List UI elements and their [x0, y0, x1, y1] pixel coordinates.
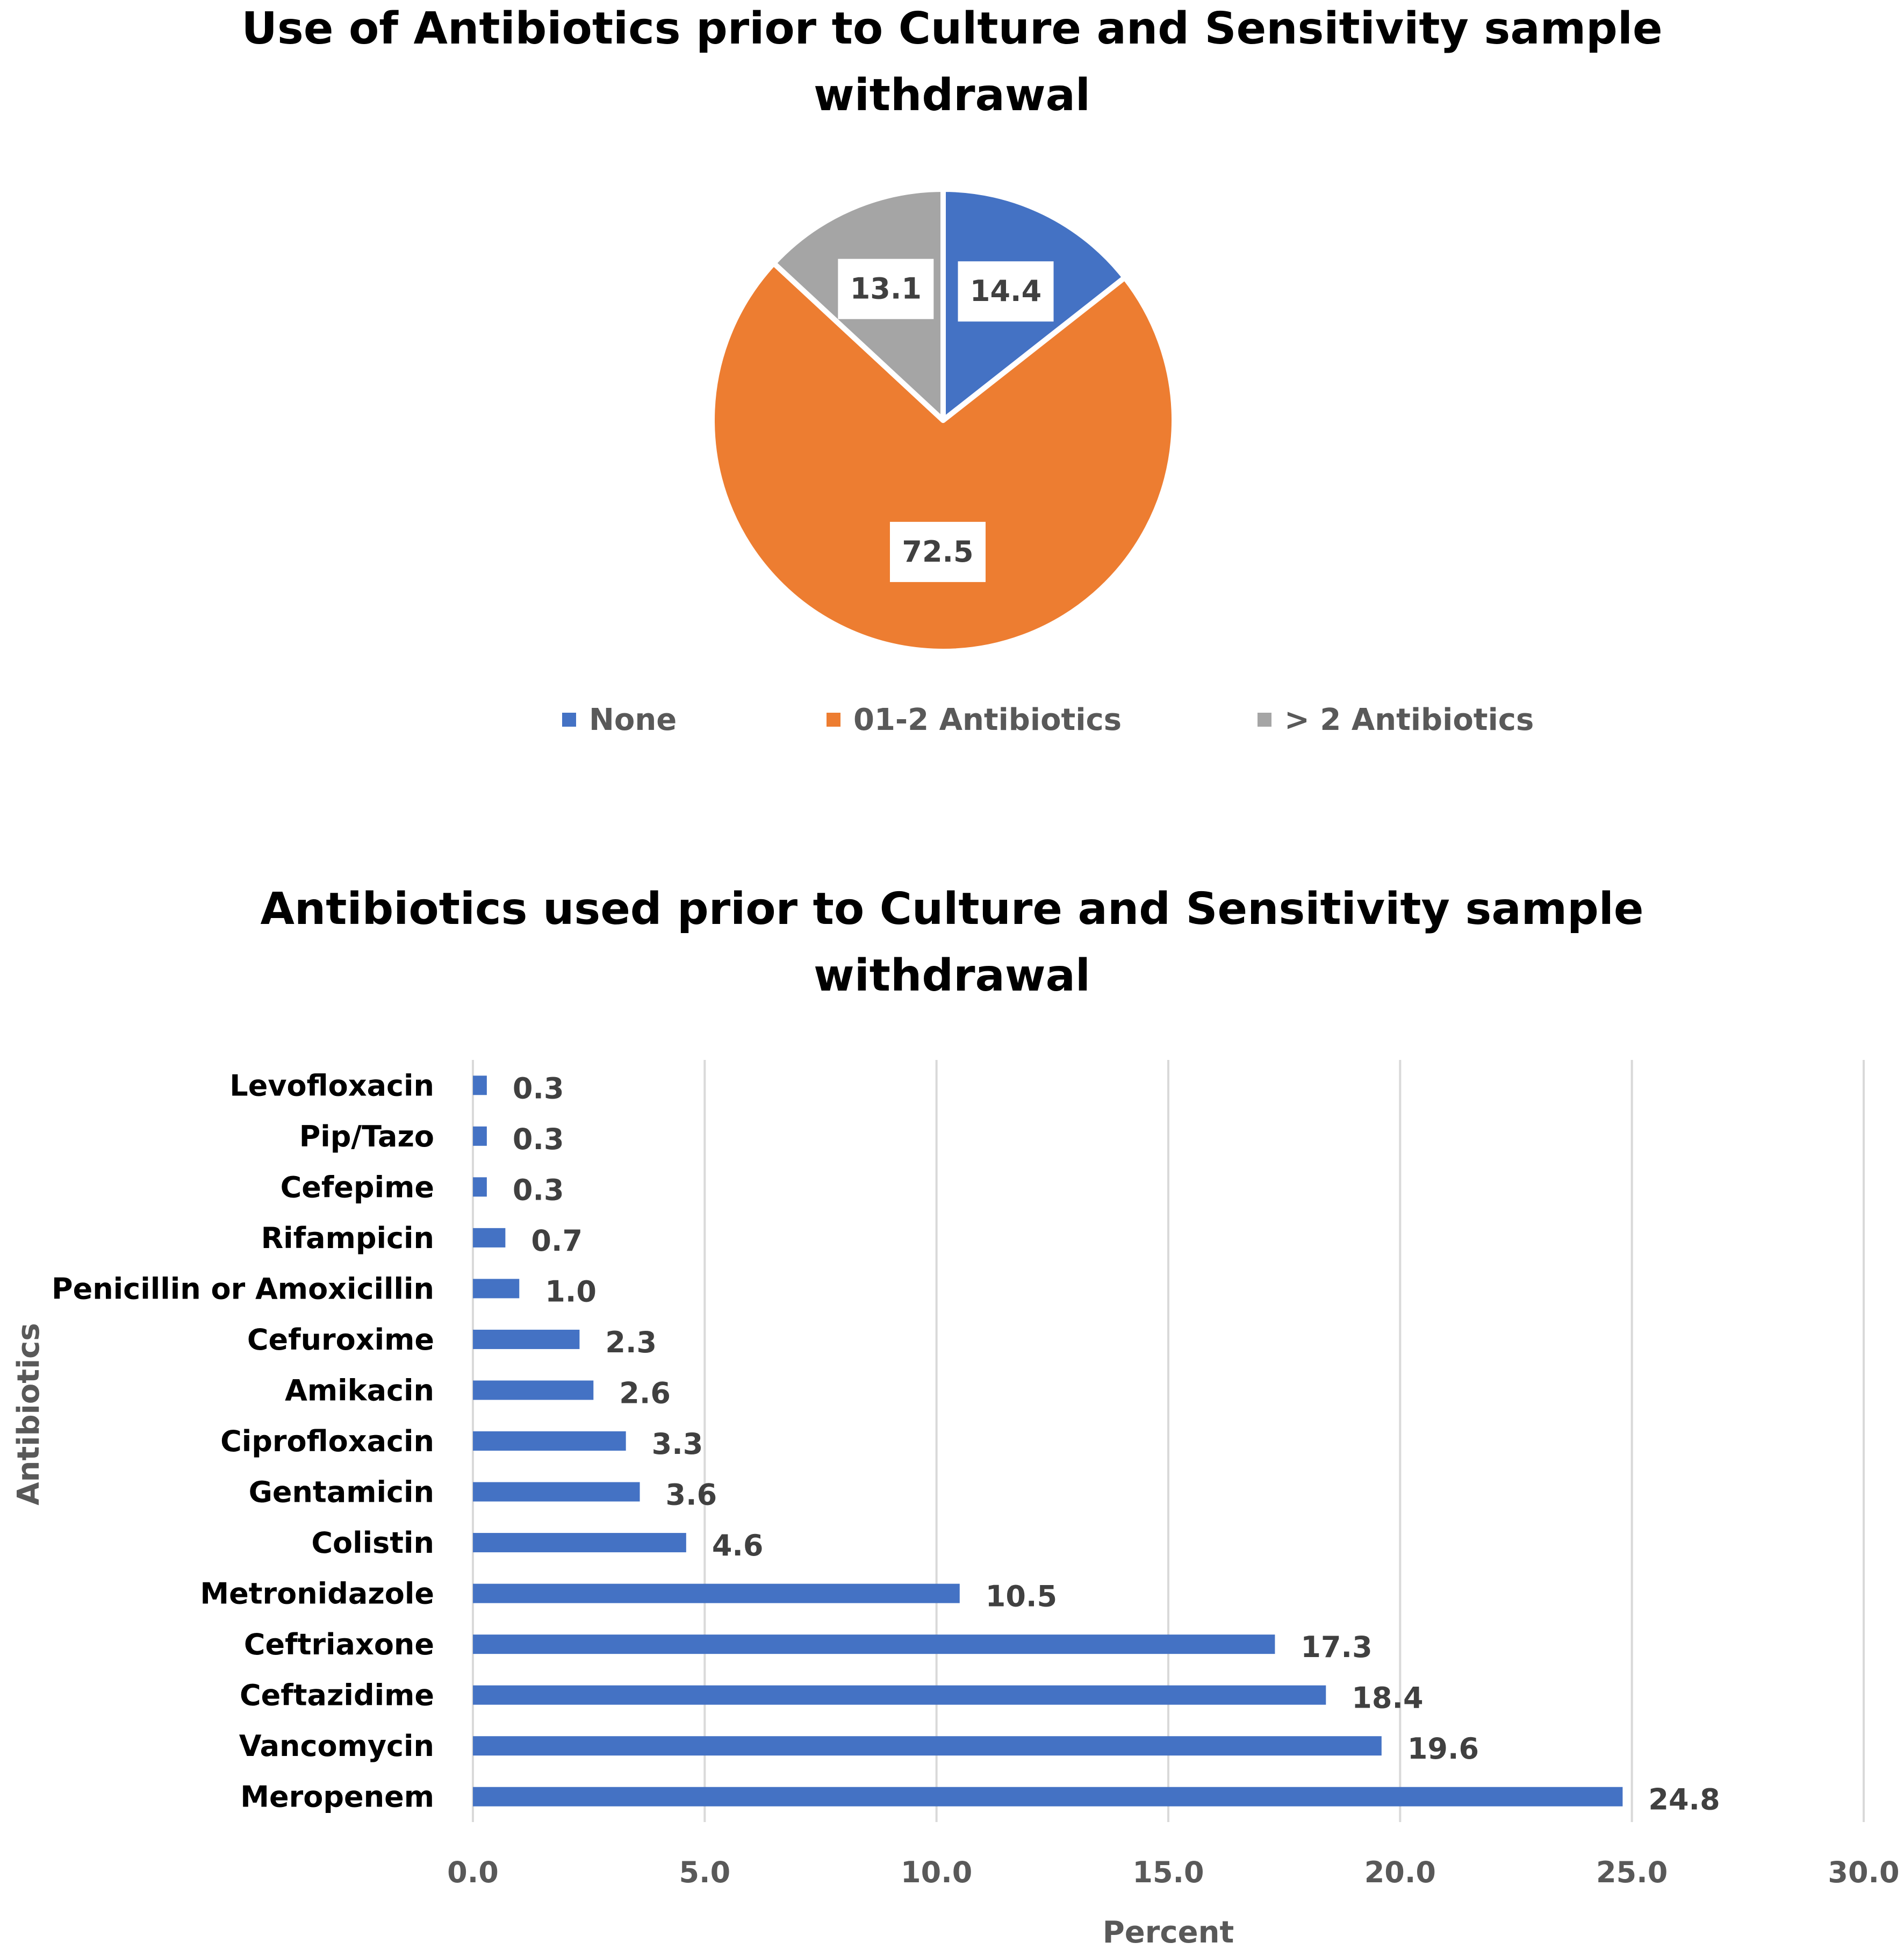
pie-data-label: 14.4: [970, 274, 1041, 308]
bar-data-label: 0.7: [531, 1224, 583, 1258]
y-tick-label: Metronidazole: [200, 1577, 434, 1611]
bar-data-label: 10.5: [986, 1580, 1057, 1614]
pie-data-label: 72.5: [902, 535, 973, 569]
bar-levofloxacin: [473, 1076, 487, 1095]
pie-data-label-box: [958, 261, 1054, 322]
bar-metronidazole: [473, 1583, 960, 1603]
bar-colistin: [473, 1533, 686, 1553]
bar-gentamicin: [473, 1482, 640, 1502]
y-tick-label: Vancomycin: [239, 1729, 434, 1763]
bar-ceftriaxone: [473, 1634, 1275, 1654]
legend-swatch-2-antibiotics: [1258, 713, 1271, 727]
bar-data-label: 2.3: [605, 1325, 657, 1359]
bar-data-label: 1.0: [545, 1274, 597, 1308]
y-tick-label: Gentamicin: [249, 1475, 434, 1509]
y-axis-title: Antibiotics: [11, 1323, 46, 1505]
bar-data-label: 3.3: [652, 1427, 703, 1461]
bar-cefuroxime: [473, 1329, 580, 1349]
bar-data-label: 18.4: [1352, 1681, 1423, 1715]
legend-label-2-antibiotics: > 2 Antibiotics: [1284, 702, 1534, 737]
x-tick-label: 0.0: [447, 1855, 499, 1889]
x-tick-label: 20.0: [1364, 1855, 1436, 1889]
y-tick-label: Levofloxacin: [229, 1069, 434, 1102]
x-axis-title: Percent: [1103, 1915, 1234, 1950]
bar-chart-title: Antibiotics used prior to Culture and Se…: [260, 884, 1644, 1001]
y-tick-label: Ciprofloxacin: [220, 1424, 434, 1458]
bar-meropenem: [473, 1787, 1623, 1806]
bar-data-label: 17.3: [1301, 1630, 1372, 1664]
bar-data-label: 19.6: [1407, 1732, 1479, 1766]
x-tick-label: 15.0: [1132, 1855, 1204, 1889]
legend-label-01-2-antibiotics: 01-2 Antibiotics: [853, 702, 1122, 737]
y-tick-label: Ceftriaxone: [244, 1628, 434, 1661]
y-tick-label: Cefuroxime: [247, 1323, 434, 1357]
legend-swatch-none: [562, 713, 576, 727]
y-tick-label: Ceftazidime: [240, 1679, 434, 1712]
bar-data-label: 4.6: [712, 1529, 764, 1562]
x-tick-label: 10.0: [901, 1855, 972, 1889]
bar-data-label: 3.6: [666, 1478, 717, 1512]
bar-amikacin: [473, 1380, 594, 1400]
y-tick-label: Pip/Tazo: [299, 1120, 434, 1153]
bar-data-label: 0.3: [513, 1173, 564, 1207]
bar-ciprofloxacin: [473, 1431, 626, 1451]
pie-data-label-box: [838, 259, 934, 319]
bar-data-label: 24.8: [1648, 1783, 1720, 1817]
legend-swatch-01-2-antibiotics: [827, 713, 840, 727]
y-tick-label: Penicillin or Amoxicillin: [52, 1272, 434, 1306]
bar-data-label: 0.3: [513, 1071, 564, 1105]
bar-vancomycin: [473, 1736, 1382, 1756]
pie-slice-01-2-antibiotics: [709, 260, 1177, 655]
y-tick-label: Colistin: [311, 1526, 434, 1560]
pie-data-label: 13.1: [850, 272, 922, 306]
bar-penicillin-or-amoxicillin: [473, 1279, 520, 1299]
bar-data-label: 2.6: [619, 1376, 671, 1410]
y-tick-label: Amikacin: [285, 1373, 434, 1407]
y-tick-label: Cefepime: [281, 1170, 434, 1204]
bar-pip-tazo: [473, 1126, 487, 1146]
x-tick-label: 30.0: [1828, 1855, 1899, 1889]
x-tick-label: 25.0: [1596, 1855, 1668, 1889]
pie-chart-title: Use of Antibiotics prior to Culture and …: [241, 3, 1663, 121]
pie-chart: 14.4 72.5 13.1: [709, 187, 1177, 655]
x-tick-label: 5.0: [679, 1855, 730, 1889]
bar-data-label: 0.3: [513, 1122, 564, 1156]
pie-data-label-box: [889, 521, 986, 582]
bar-rifampicin: [473, 1228, 506, 1248]
legend-label-none: None: [589, 702, 677, 737]
bar-chart: 0.0 5.0 10.0 15.0 20.0 25.0 30.0 Levofloxacin 0.…: [11, 1060, 1900, 1950]
bar-ceftazidime: [473, 1685, 1326, 1705]
bar-cefepime: [473, 1177, 487, 1197]
y-tick-label: Rifampicin: [261, 1221, 434, 1255]
y-tick-label: Meropenem: [240, 1780, 434, 1814]
pie-legend: None 01-2 Antibiotics > 2 Antibiotics: [562, 702, 1534, 737]
